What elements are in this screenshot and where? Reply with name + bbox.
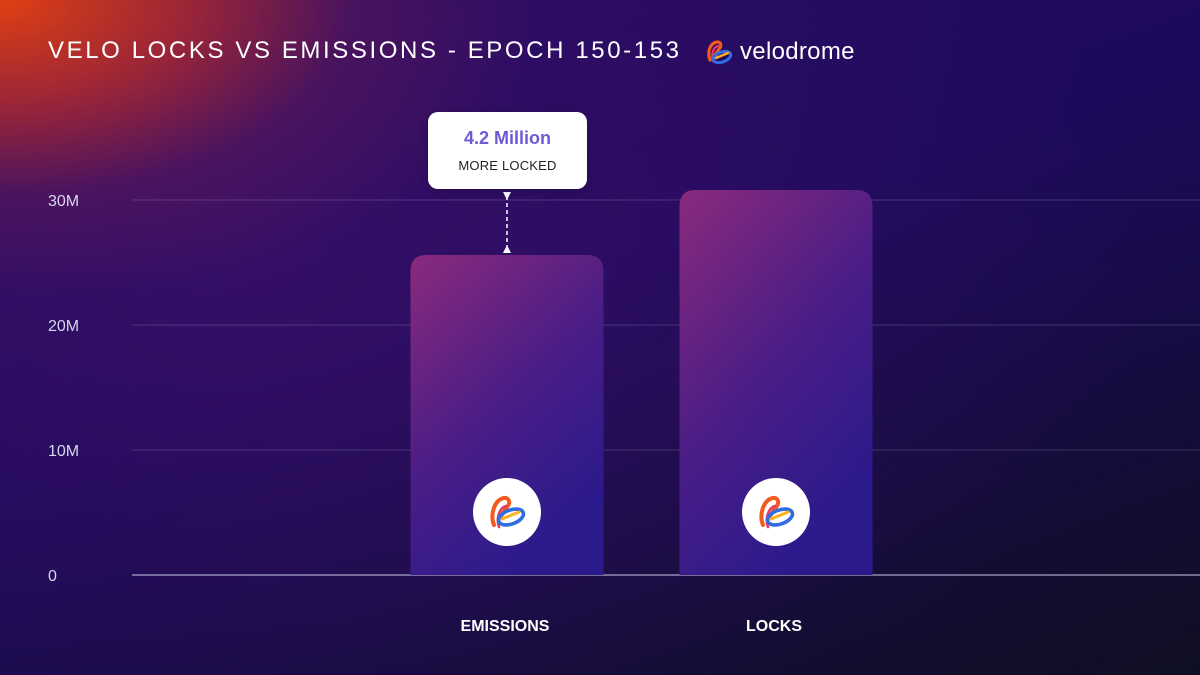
velodrome-badge-icon: [473, 478, 541, 546]
x-category-label: EMISSIONS: [461, 618, 550, 635]
y-tick-label: 30M: [48, 193, 79, 210]
annotation-value: 4.2 Million: [463, 128, 551, 148]
chart-title: VELO LOCKS VS EMISSIONS - EPOCH 150-153: [48, 37, 682, 64]
brand-name: velodrome: [740, 38, 855, 65]
annotation-label: MORE LOCKED: [458, 158, 557, 173]
y-tick-label: 10M: [48, 443, 79, 460]
annotation-arrow-bottom: [503, 245, 511, 253]
bar-emissions: [410, 255, 604, 575]
x-category-label: LOCKS: [746, 618, 802, 635]
velodrome-logo-icon: [707, 40, 733, 65]
bar-locks: [679, 190, 873, 575]
annotation-callout: 4.2 Million MORE LOCKED: [428, 112, 587, 189]
annotation-arrow-top: [503, 192, 511, 200]
y-tick-label: 0: [48, 568, 57, 585]
y-tick-label: 20M: [48, 318, 79, 335]
brand: velodrome: [706, 38, 855, 66]
velodrome-badge-icon: [742, 478, 810, 546]
